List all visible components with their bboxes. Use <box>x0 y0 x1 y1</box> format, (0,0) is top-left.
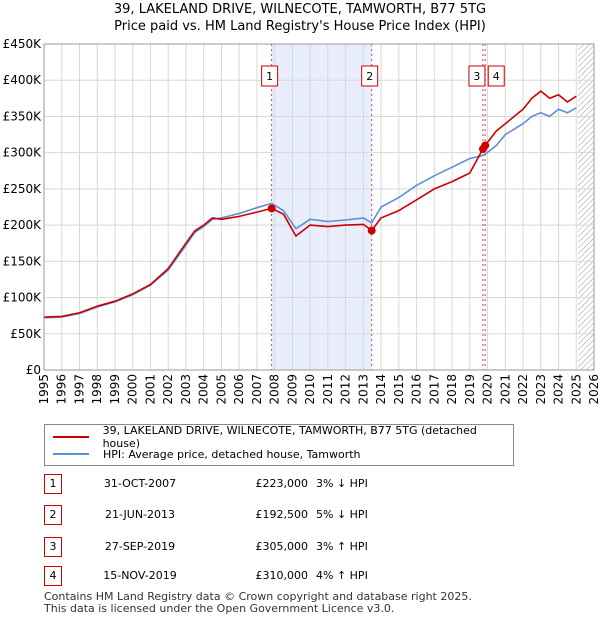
y-tick-label: £450K <box>3 37 43 51</box>
chart-legend: 39, LAKELAND DRIVE, WILNECOTE, TAMWORTH,… <box>44 424 514 466</box>
sale-marker-box <box>468 65 486 87</box>
x-tick-label: 2006 <box>232 374 246 405</box>
legend-item-property: 39, LAKELAND DRIVE, WILNECOTE, TAMWORTH,… <box>53 424 513 450</box>
y-tick-label: £100K <box>3 291 43 305</box>
sale-marker-label: 1 <box>266 70 273 83</box>
x-tick-label: 2010 <box>303 374 317 405</box>
x-tick-label: 1999 <box>108 374 122 405</box>
sale-point <box>267 204 276 213</box>
x-tick-label: 2002 <box>161 374 175 405</box>
x-tick-label: 2015 <box>392 374 406 405</box>
transaction-date: 27-SEP-2019 <box>104 540 176 553</box>
transaction-price: £310,000 <box>255 569 309 582</box>
transaction-price: £223,000 <box>255 477 309 490</box>
hpi-line-swatch <box>53 453 89 455</box>
plot-frame <box>43 43 595 371</box>
x-tick-label: 2023 <box>534 374 548 405</box>
chart-subtitle: Price paid vs. HM Land Registry's House … <box>114 19 486 34</box>
transaction-date: 21-JUN-2013 <box>104 508 176 521</box>
x-tick-label: 1997 <box>72 374 86 405</box>
x-tick-label: 2024 <box>552 374 566 405</box>
transaction-number-badge: 4 <box>44 566 62 586</box>
x-tick-label: 2004 <box>197 374 211 405</box>
transaction-number-badge: 2 <box>44 505 62 525</box>
y-tick-label: £50K <box>10 327 42 341</box>
sale-marker-box <box>261 65 279 87</box>
transaction-date: 31-OCT-2007 <box>103 477 177 490</box>
legend-property-label: 39, LAKELAND DRIVE, WILNECOTE, TAMWORTH,… <box>102 424 477 450</box>
sale-marker-box <box>361 65 379 87</box>
transaction-hpi-diff: 4% ↑ HPI <box>316 569 368 582</box>
transaction-price: £305,000 <box>255 540 309 553</box>
x-tick-label: 2019 <box>463 374 477 405</box>
highlighted-period <box>271 44 372 370</box>
x-tick-label: 2012 <box>339 374 353 405</box>
transaction-row: 2 21-JUN-2013 £192,500 5% ↓ HPI <box>44 505 444 525</box>
property-line-swatch <box>53 436 89 438</box>
y-tick-label: £200K <box>3 218 43 232</box>
y-tick-label: £350K <box>3 109 43 123</box>
x-tick-label: 2007 <box>250 374 264 405</box>
legend-item-hpi: HPI: Average price, detached house, Tamw… <box>53 446 361 462</box>
transaction-row: 3 27-SEP-2019 £305,000 3% ↑ HPI <box>44 537 444 557</box>
sale-marker-label: 4 <box>493 70 500 83</box>
x-tick-label: 2026 <box>587 374 600 405</box>
x-tick-label: 2003 <box>179 374 193 405</box>
y-tick-label: £250K <box>3 182 43 196</box>
y-tick-label: £0 <box>26 363 41 377</box>
price-chart: £0 £50K £100K £150K £200K £250K £300K £350K £400… <box>3 37 600 405</box>
x-tick-label: 2025 <box>569 374 583 405</box>
transaction-number-badge: 1 <box>44 474 62 494</box>
x-tick-label: 2008 <box>268 374 282 405</box>
x-tick-label: 2005 <box>214 374 228 405</box>
transaction-hpi-diff: 5% ↓ HPI <box>316 508 368 521</box>
transaction-number-badge: 3 <box>44 537 62 557</box>
sale-point <box>367 226 376 235</box>
x-tick-label: 2018 <box>445 374 459 405</box>
x-tick-label: 2009 <box>285 374 299 405</box>
sale-marker-label: 2 <box>366 70 373 83</box>
x-tick-label: 2016 <box>410 374 424 405</box>
x-tick-label: 2001 <box>143 374 157 405</box>
x-tick-label: 2021 <box>498 374 512 405</box>
footer-licence: This data is licensed under the Open Gov… <box>44 602 395 615</box>
x-tick-label: 2014 <box>374 374 388 405</box>
x-tick-label: 2013 <box>356 374 370 405</box>
y-tick-label: £150K <box>3 254 43 268</box>
chart-title: 39, LAKELAND DRIVE, WILNECOTE, TAMWORTH,… <box>113 2 487 17</box>
x-tick-label: 1998 <box>90 374 104 405</box>
footer-copyright: Contains HM Land Registry data © Crown c… <box>44 590 472 603</box>
x-tick-label: 2000 <box>126 374 140 405</box>
x-tick-label: 2011 <box>321 374 335 405</box>
transaction-row: 1 31-OCT-2007 £223,000 3% ↓ HPI <box>44 474 444 494</box>
transaction-date: 15-NOV-2019 <box>103 569 177 582</box>
x-tick-label: 2017 <box>427 374 441 405</box>
x-tick-label: 2022 <box>516 374 530 405</box>
x-tick-label: 2020 <box>481 374 495 405</box>
sale-marker-box <box>487 65 505 87</box>
property-price-line <box>43 90 577 318</box>
x-tick-label: 1996 <box>55 374 69 405</box>
y-tick-label: £300K <box>3 146 43 160</box>
sale-point <box>481 141 490 150</box>
sale-marker-label: 3 <box>473 70 480 83</box>
y-tick-label: £400K <box>3 73 43 87</box>
transaction-hpi-diff: 3% ↓ HPI <box>316 477 368 490</box>
legend-hpi-label: HPI: Average price, detached house, Tamw… <box>103 447 361 461</box>
transaction-hpi-diff: 3% ↑ HPI <box>316 540 368 553</box>
transaction-price: £192,500 <box>255 508 309 521</box>
x-tick-label: 1995 <box>37 374 51 405</box>
forecast-hatch <box>578 44 594 370</box>
transaction-row: 4 15-NOV-2019 £310,000 4% ↑ HPI <box>44 566 444 586</box>
